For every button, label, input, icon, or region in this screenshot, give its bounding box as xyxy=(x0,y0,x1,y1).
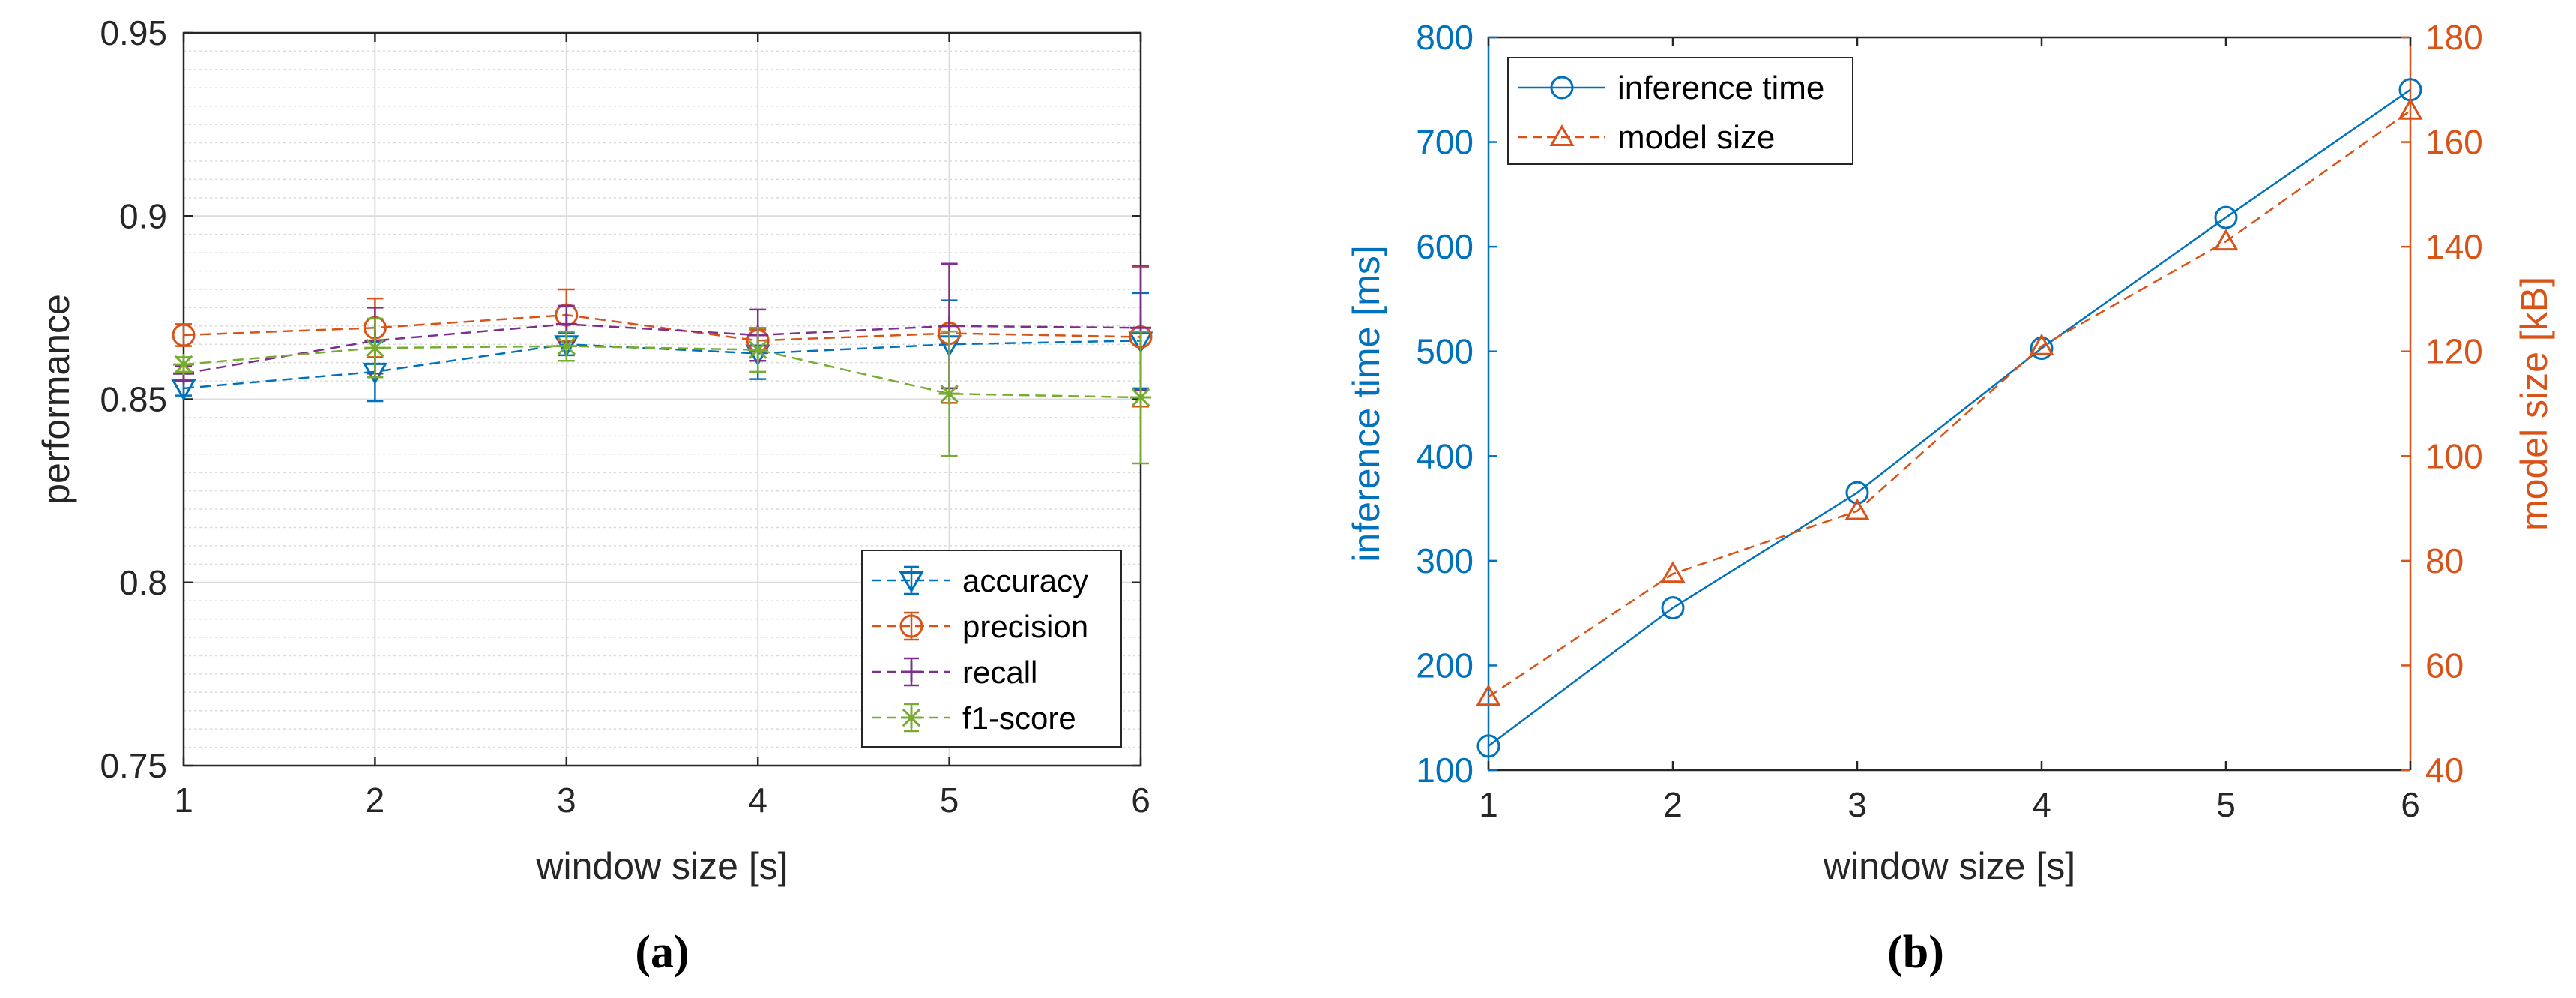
chart-b-data-point xyxy=(2213,229,2239,251)
chart-b-series-line xyxy=(1488,109,2411,698)
chart-b-right-tick-label: 140 xyxy=(2425,227,2483,266)
chart-b-right-tick-label: 180 xyxy=(2425,18,2483,57)
chart-b-right-tick-label: 100 xyxy=(2425,436,2483,475)
chart-b-caption: (b) xyxy=(1887,927,1944,978)
chart-a-legend-label: recall xyxy=(962,655,1037,690)
chart-a-y-tick-label: 0.75 xyxy=(100,746,167,785)
chart-a-series-f1-score xyxy=(173,317,1151,465)
chart-b-right-tick-label: 120 xyxy=(2425,332,2483,371)
chart-a-legend: accuracy precision recall f1-score xyxy=(861,550,1122,748)
chart-b-left-tick-label: 600 xyxy=(1416,227,1473,266)
chart-b-data-point xyxy=(1844,498,1870,520)
chart-a-y-tick-label: 0.9 xyxy=(119,196,167,235)
chart-a-series-line xyxy=(183,323,1141,375)
chart-a-legend-label: f1-score xyxy=(962,700,1076,736)
chart-b-data-point xyxy=(1845,481,1869,505)
chart-b-legend-label: model size xyxy=(1617,119,1775,156)
chart-b-left-tick-label: 400 xyxy=(1416,436,1473,475)
chart-a-xlabel: window size [s] xyxy=(535,845,788,887)
chart-b-series-inference-time xyxy=(1476,78,2422,758)
chart-b-legend: inference time model size xyxy=(1507,57,1853,165)
chart-a: 1 2 3 4 5 6 0.75 0.8 0.85 0.9 0.95 window size [s] p… xyxy=(35,13,1153,978)
chart-b-x-tick-label: 2 xyxy=(1663,785,1683,824)
chart-b-xlabel: window size [s] xyxy=(1823,845,2075,887)
chart-b-left-ylabel: inference time [ms] xyxy=(1345,245,1387,562)
chart-a-legend-box xyxy=(861,550,1122,748)
chart-b-x-tick-label: 5 xyxy=(2216,785,2236,824)
chart-b-legend-box xyxy=(1507,57,1853,165)
chart-a-data-point xyxy=(1130,387,1151,409)
chart-a-x-tick-label: 5 xyxy=(940,781,959,820)
chart-b-data-point xyxy=(2214,205,2238,229)
chart-a-y-tick-label: 0.95 xyxy=(100,13,167,52)
chart-a-legend-label: precision xyxy=(962,609,1088,644)
chart-a-data-point xyxy=(747,339,769,361)
chart-b-left-tick-label: 500 xyxy=(1416,332,1473,371)
chart-b: 1 2 3 4 5 6 100 200 300 400 500 600 700 800 40 60 80 100 1… xyxy=(1345,18,2555,978)
chart-b-left-tick-label: 700 xyxy=(1416,123,1473,162)
chart-b-right-tick-label: 60 xyxy=(2425,646,2464,685)
chart-a-legend-marker xyxy=(901,707,922,728)
chart-a-x-tick-label: 4 xyxy=(748,781,767,820)
chart-b-data-point xyxy=(2398,97,2423,120)
chart-b-data-point xyxy=(2029,333,2054,355)
chart-b-legend-marker xyxy=(1549,124,1575,146)
chart-a-y-tick-label: 0.85 xyxy=(100,380,167,419)
chart-a-data-point xyxy=(938,383,960,405)
chart-a-data-point xyxy=(364,337,386,359)
chart-a-legend-label: accuracy xyxy=(962,563,1088,598)
chart-a-legend-errorbar xyxy=(904,611,919,641)
chart-b-x-tick-label: 3 xyxy=(1847,785,1867,824)
chart-a-series-line xyxy=(183,345,1141,399)
chart-b-left-tick-label: 300 xyxy=(1416,541,1473,580)
chart-b-right-tick-label: 40 xyxy=(2425,751,2464,790)
chart-b-x-tick-label: 1 xyxy=(1479,785,1498,824)
chart-b-x-tick-label: 6 xyxy=(2401,785,2420,824)
chart-b-series-model-size xyxy=(1476,97,2423,706)
chart-a-caption: (a) xyxy=(635,927,689,978)
chart-b-data-point xyxy=(1476,684,1501,706)
chart-a-x-tick-label: 6 xyxy=(1131,781,1150,820)
chart-b-series-line xyxy=(1488,88,2411,747)
chart-b-data-point xyxy=(1476,734,1500,758)
chart-b-right-tick-label: 160 xyxy=(2425,123,2483,162)
chart-b-x-tick-label: 4 xyxy=(2032,785,2051,824)
chart-a-x-tick-label: 1 xyxy=(174,781,193,820)
chart-b-right-tick-label: 80 xyxy=(2425,541,2464,580)
chart-b-legend-label: inference time xyxy=(1617,70,1824,106)
chart-b-data-point xyxy=(1661,596,1685,620)
chart-a-x-tick-label: 3 xyxy=(557,781,576,820)
chart-a-ylabel: performance xyxy=(35,294,77,505)
chart-b-left-tick-label: 200 xyxy=(1416,646,1473,685)
chart-a-legend-marker xyxy=(899,614,923,638)
chart-a-y-tick-label: 0.8 xyxy=(119,563,167,602)
chart-a-x-tick-label: 2 xyxy=(366,781,385,820)
chart-b-left-tick-label: 100 xyxy=(1416,751,1473,790)
chart-b-legend-marker xyxy=(1550,76,1574,100)
chart-a-series-line xyxy=(183,313,1141,342)
chart-a-legend-marker xyxy=(899,571,924,594)
chart-a-legend-marker xyxy=(901,661,922,682)
chart-a-data-point xyxy=(555,335,577,357)
chart-b-data-point xyxy=(1660,561,1686,583)
chart-a-data-point xyxy=(173,354,194,376)
chart-b-left-tick-label: 800 xyxy=(1416,18,1473,57)
chart-b-right-ylabel: model size [kB] xyxy=(2513,277,2555,531)
chart-a-data-point xyxy=(172,323,196,347)
